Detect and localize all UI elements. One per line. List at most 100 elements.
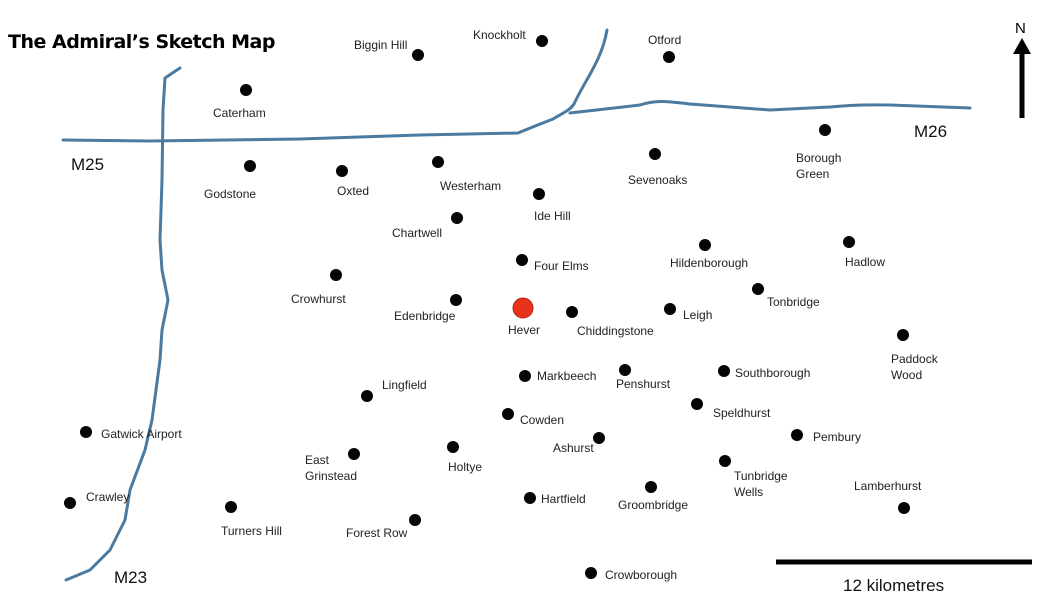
location-marker (843, 236, 855, 248)
place-label: Borough (796, 151, 841, 165)
location-marker (447, 441, 459, 453)
place-hever: Hever (508, 297, 540, 337)
place-label: Hildenborough (670, 256, 748, 270)
location-marker (533, 188, 545, 200)
location-marker (240, 84, 252, 96)
place-label: Cowden (520, 413, 564, 427)
place-chartwell: Chartwell (392, 212, 463, 240)
place-borough-green: Borough Green (796, 124, 841, 181)
place-label: Ashurst (553, 441, 594, 455)
place-leigh: Leigh (664, 303, 712, 322)
location-marker (719, 455, 731, 467)
place-chiddingstone: Chiddingstone (566, 306, 654, 338)
place-label: Oxted (337, 184, 369, 198)
location-marker (593, 432, 605, 444)
place-label: Green (796, 167, 829, 181)
place-label: Crawley (86, 490, 129, 504)
place-knockholt: Knockholt (473, 28, 548, 47)
place-label: Crowhurst (291, 292, 346, 306)
road-label-m25: M25 (71, 155, 104, 174)
place-label: Westerham (440, 179, 501, 193)
places: Biggin Hill Knockholt Otford Caterham Boroug… (64, 28, 939, 582)
place-label: Southborough (735, 366, 810, 380)
place-label: Hever (508, 323, 540, 337)
place-label: Edenbridge (394, 309, 456, 323)
place-ide-hill: Ide Hill (533, 188, 571, 223)
place-label: Chartwell (392, 226, 442, 240)
location-marker (819, 124, 831, 136)
place-label: Wells (734, 485, 763, 499)
place-lingfield: Lingfield (361, 378, 427, 402)
place-label: Tunbridge (734, 469, 788, 483)
place-label: Crowborough (605, 568, 677, 582)
place-label: Forest Row (346, 526, 408, 540)
place-label: Caterham (213, 106, 266, 120)
road-label-m23: M23 (114, 568, 147, 587)
place-label: Gatwick Airport (101, 427, 182, 441)
location-marker (524, 492, 536, 504)
place-label: Ide Hill (534, 209, 571, 223)
place-label: Otford (648, 33, 681, 47)
north-arrow: N (1013, 20, 1031, 118)
north-arrow-head (1013, 38, 1031, 54)
location-marker (663, 51, 675, 63)
place-label: Penshurst (616, 377, 671, 391)
location-marker (898, 502, 910, 514)
location-marker (691, 398, 703, 410)
place-label: Knockholt (473, 28, 526, 42)
place-east-grinstead: East Grinstead (305, 448, 360, 483)
place-godstone: Godstone (204, 160, 256, 201)
place-label: Tonbridge (767, 295, 820, 309)
place-label: Speldhurst (713, 406, 771, 420)
location-marker (502, 408, 514, 420)
location-marker (519, 370, 531, 382)
place-crowborough: Crowborough (585, 567, 677, 582)
place-otford: Otford (648, 33, 681, 63)
location-marker (412, 49, 424, 61)
place-tunbridge-wells: Tunbridge Wells (719, 455, 788, 499)
place-cowden: Cowden (502, 408, 564, 427)
location-marker (664, 303, 676, 315)
place-label: Grinstead (305, 469, 357, 483)
place-gatwick-airport: Gatwick Airport (80, 426, 182, 441)
north-label: N (1015, 20, 1026, 37)
place-paddock-wood: Paddock Wood (891, 329, 939, 382)
location-marker (432, 156, 444, 168)
place-label: Paddock (891, 352, 939, 366)
location-marker (244, 160, 256, 172)
location-marker (699, 239, 711, 251)
place-speldhurst: Speldhurst (691, 398, 771, 420)
location-marker (336, 165, 348, 177)
place-label: Hadlow (845, 255, 885, 269)
m25-road (61, 28, 609, 143)
location-marker (897, 329, 909, 341)
place-crowhurst: Crowhurst (291, 269, 346, 306)
place-label: Groombridge (618, 498, 688, 512)
place-groombridge: Groombridge (618, 481, 688, 512)
location-marker (718, 365, 730, 377)
location-marker (225, 501, 237, 513)
place-label: Leigh (683, 308, 712, 322)
place-pembury: Pembury (791, 429, 861, 444)
location-marker (409, 514, 421, 526)
place-label: Biggin Hill (354, 38, 407, 52)
place-forest-row: Forest Row (346, 514, 421, 540)
location-marker (791, 429, 803, 441)
place-label: Sevenoaks (628, 173, 687, 187)
place-caterham: Caterham (213, 84, 266, 120)
place-hadlow: Hadlow (843, 236, 885, 269)
place-label: Lamberhurst (854, 479, 922, 493)
place-edenbridge: Edenbridge (394, 294, 462, 323)
place-label: Four Elms (534, 259, 589, 273)
place-turners-hill: Turners Hill (221, 501, 282, 538)
place-markbeech: Markbeech (519, 369, 596, 383)
place-tonbridge: Tonbridge (752, 283, 820, 309)
place-label: Lingfield (382, 378, 427, 392)
location-marker (348, 448, 360, 460)
roads (61, 28, 972, 582)
place-label: East (305, 453, 330, 467)
place-southborough: Southborough (718, 365, 810, 380)
location-marker (330, 269, 342, 281)
location-marker (450, 294, 462, 306)
